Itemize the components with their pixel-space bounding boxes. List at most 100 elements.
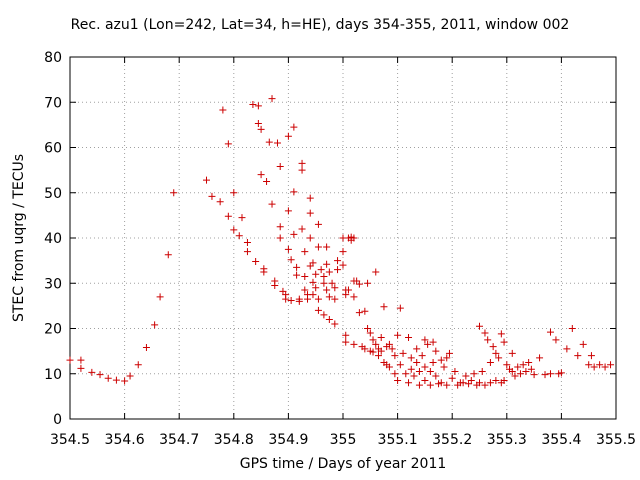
data-point	[276, 163, 284, 171]
data-point	[579, 340, 587, 348]
data-point	[536, 354, 544, 362]
data-point	[298, 159, 306, 167]
data-point	[295, 297, 303, 305]
data-point	[301, 286, 309, 294]
data-point	[522, 367, 530, 375]
data-point	[293, 271, 301, 279]
data-point	[361, 307, 369, 315]
x-tick-label: 355.5	[596, 432, 636, 448]
data-point	[243, 248, 251, 256]
data-point	[481, 381, 489, 389]
data-point	[388, 345, 396, 353]
data-point	[391, 352, 399, 360]
x-tick-label: 354.8	[214, 432, 254, 448]
data-point	[377, 334, 385, 342]
data-point	[503, 361, 511, 369]
data-point	[342, 338, 350, 346]
data-point	[355, 309, 363, 317]
data-point	[500, 338, 508, 346]
data-point	[328, 279, 336, 287]
data-point	[511, 372, 519, 380]
data-point	[121, 377, 129, 385]
data-point	[596, 361, 604, 369]
data-point	[355, 280, 363, 288]
data-point	[298, 225, 306, 233]
data-point	[156, 293, 164, 301]
data-point	[440, 363, 448, 371]
data-point	[170, 189, 178, 197]
data-point	[142, 344, 150, 352]
data-point	[77, 364, 85, 372]
data-point	[268, 95, 276, 103]
data-points	[66, 95, 615, 389]
data-point	[514, 363, 522, 371]
y-tick-label: 80	[44, 50, 62, 66]
data-point	[432, 372, 440, 380]
data-point	[574, 352, 582, 360]
data-point	[164, 251, 172, 259]
data-point	[276, 223, 284, 231]
y-axis-label: STEC from uqrg / TECUs	[11, 153, 27, 323]
data-point	[151, 321, 159, 329]
data-point	[364, 279, 372, 287]
data-point	[369, 348, 377, 356]
data-point	[405, 334, 413, 342]
y-tick-label: 40	[44, 231, 62, 247]
data-point	[394, 331, 402, 339]
data-point	[317, 266, 325, 274]
data-point	[282, 295, 290, 303]
data-point	[500, 377, 508, 385]
data-point	[254, 102, 262, 110]
data-point	[372, 340, 380, 348]
data-point	[568, 325, 576, 332]
data-point	[339, 248, 347, 256]
data-point	[402, 370, 410, 378]
data-point	[230, 189, 238, 197]
data-point	[290, 230, 298, 238]
data-point	[271, 282, 279, 290]
data-point	[467, 377, 475, 385]
data-point	[252, 258, 260, 266]
y-tick-label: 30	[44, 276, 62, 292]
data-point	[391, 370, 399, 378]
y-tick-label: 20	[44, 322, 62, 338]
data-point	[312, 270, 320, 278]
data-point	[306, 194, 314, 202]
data-point	[587, 352, 595, 360]
data-point	[508, 367, 516, 375]
data-point	[585, 361, 593, 369]
data-point	[334, 266, 342, 274]
data-point	[557, 369, 565, 377]
data-point	[413, 345, 421, 353]
data-point	[257, 171, 265, 179]
data-point	[443, 381, 451, 389]
data-point	[134, 361, 142, 369]
data-point	[410, 372, 418, 380]
data-point	[284, 207, 292, 215]
data-point	[369, 336, 377, 344]
data-point	[415, 381, 423, 389]
data-point	[516, 370, 524, 378]
data-point	[429, 358, 437, 366]
data-point	[519, 361, 527, 369]
data-point	[377, 347, 385, 355]
data-point	[361, 345, 369, 353]
y-tick-label: 10	[44, 367, 62, 383]
data-point	[508, 349, 516, 357]
data-point	[407, 354, 415, 362]
data-point	[476, 322, 483, 330]
data-point	[309, 278, 317, 286]
data-point	[312, 284, 320, 292]
x-tick-label: 354.9	[268, 432, 308, 448]
data-point	[372, 268, 380, 276]
data-point	[374, 352, 382, 360]
x-tick-label: 355	[330, 432, 357, 448]
data-point	[552, 336, 560, 344]
data-point	[385, 363, 393, 371]
data-point	[407, 365, 415, 373]
data-point	[462, 372, 470, 380]
y-axis-ticks: 0 10 20 30 40 50 60 70 80	[44, 50, 616, 428]
data-point	[290, 188, 298, 196]
data-point	[525, 358, 533, 366]
